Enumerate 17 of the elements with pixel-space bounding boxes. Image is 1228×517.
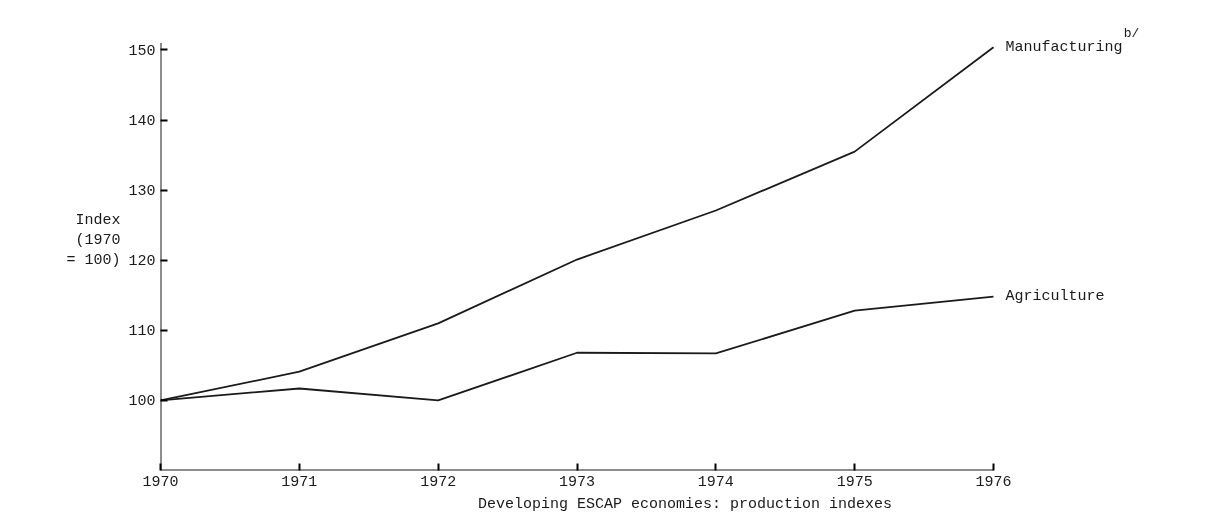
y-axis-title: Index (1970 = 100) bbox=[66, 211, 121, 270]
y-tick-label: 140 bbox=[128, 113, 156, 131]
y-tick-label: 110 bbox=[128, 323, 156, 341]
x-tick-label: 1976 bbox=[975, 473, 1012, 491]
y-tick-label: 130 bbox=[128, 183, 156, 201]
y-tick-label: 100 bbox=[128, 393, 156, 411]
y-tick-label: 120 bbox=[128, 253, 156, 271]
x-tick-label: 1974 bbox=[697, 473, 734, 491]
x-tick-label: 1973 bbox=[559, 473, 596, 491]
series-label: Agriculture bbox=[1005, 288, 1105, 306]
x-tick-label: 1971 bbox=[281, 473, 318, 491]
series-label: Manufacturingb/ bbox=[1005, 26, 1140, 56]
x-tick-label: 1975 bbox=[836, 473, 873, 491]
text: Developing ESCAP economies: production indexes bbox=[477, 495, 893, 513]
y-tick-label: 150 bbox=[128, 42, 156, 60]
x-tick-label: 1970 bbox=[142, 473, 179, 491]
x-tick-label: 1972 bbox=[420, 473, 457, 491]
